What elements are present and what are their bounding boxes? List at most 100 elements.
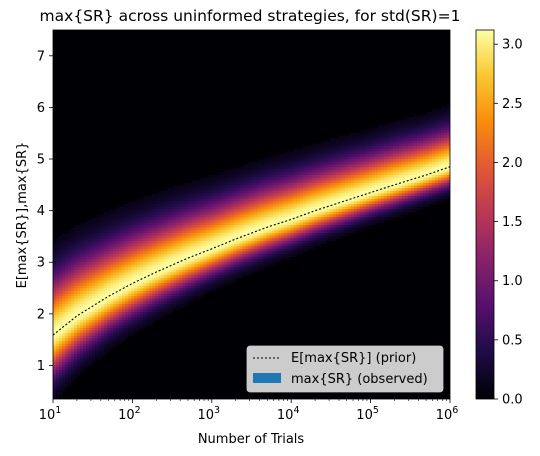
density-cell	[125, 272, 129, 276]
density-cell	[335, 232, 340, 236]
density-cell	[131, 248, 135, 252]
density-cell	[275, 174, 279, 178]
density-cell	[365, 132, 370, 136]
density-cell	[227, 172, 231, 176]
density-cell	[371, 167, 376, 171]
density-cell	[170, 293, 174, 297]
density-cell	[344, 219, 349, 223]
density-cell	[185, 254, 189, 258]
density-cell	[275, 256, 279, 260]
density-cell	[110, 256, 114, 260]
density-cell	[233, 211, 237, 215]
density-cell	[119, 259, 123, 263]
density-cell	[212, 219, 216, 223]
density-cell	[257, 230, 261, 234]
density-cell	[287, 235, 291, 239]
density-cell	[218, 182, 222, 186]
density-cell	[131, 232, 135, 236]
density-cell	[263, 227, 267, 231]
density-cell	[68, 335, 72, 339]
density-cell	[143, 211, 147, 215]
density-cell	[122, 214, 126, 218]
density-cell	[125, 296, 129, 300]
density-cell	[53, 267, 57, 271]
density-cell	[53, 296, 57, 300]
density-cell	[125, 232, 129, 236]
density-cell	[59, 362, 63, 366]
density-cell	[374, 130, 379, 134]
density-cell	[86, 246, 90, 250]
density-cell	[365, 135, 370, 139]
density-cell	[110, 235, 114, 239]
density-cell	[260, 217, 264, 221]
density-cell	[377, 159, 382, 163]
density-cell	[308, 172, 312, 176]
density-cell	[299, 227, 303, 231]
density-cell	[218, 285, 222, 289]
density-cell	[254, 251, 258, 255]
density-cell	[371, 201, 376, 205]
density-cell	[173, 232, 177, 236]
density-cell	[308, 180, 312, 184]
density-cell	[230, 219, 234, 223]
density-cell	[143, 203, 147, 207]
density-cell	[359, 180, 364, 184]
density-cell	[65, 325, 69, 329]
density-cell	[167, 219, 171, 223]
density-cell	[257, 219, 261, 223]
density-cell	[89, 227, 93, 231]
density-cell	[320, 185, 325, 189]
density-cell	[143, 243, 147, 247]
density-cell	[242, 177, 246, 181]
density-cell	[350, 161, 355, 165]
density-cell	[131, 230, 135, 234]
density-cell	[173, 248, 177, 252]
density-cell	[317, 238, 322, 242]
density-cell	[266, 232, 270, 236]
density-cell	[269, 180, 273, 184]
density-cell	[200, 264, 204, 268]
density-cell	[110, 335, 114, 339]
density-cell	[311, 193, 316, 197]
density-cell	[113, 209, 117, 213]
density-cell	[62, 375, 66, 379]
density-cell	[290, 203, 294, 207]
density-cell	[65, 285, 69, 289]
density-cell	[71, 254, 75, 258]
density-cell	[242, 217, 246, 221]
density-cell	[134, 277, 138, 281]
density-cell	[98, 335, 102, 339]
density-cell	[98, 322, 102, 326]
density-cell	[116, 222, 120, 226]
density-cell	[95, 346, 99, 350]
density-cell	[206, 185, 210, 189]
density-cell	[245, 246, 249, 250]
density-cell	[173, 219, 177, 223]
density-cell	[233, 272, 237, 276]
density-cell	[239, 248, 243, 252]
density-cell	[245, 182, 249, 186]
density-cell	[209, 275, 213, 279]
density-cell	[134, 317, 138, 321]
density-cell	[68, 348, 72, 352]
density-cell	[170, 269, 174, 273]
density-cell	[92, 341, 96, 344]
density-cell	[77, 338, 81, 342]
density-cell	[290, 156, 294, 160]
density-cell	[89, 312, 93, 316]
density-cell	[326, 201, 331, 205]
density-cell	[125, 219, 129, 223]
density-cell	[344, 225, 349, 229]
density-cell	[200, 203, 204, 207]
density-cell	[194, 248, 198, 252]
density-cell	[323, 153, 328, 157]
density-cell	[317, 159, 322, 163]
density-cell	[239, 246, 243, 250]
density-cell	[122, 322, 126, 326]
density-cell	[287, 248, 291, 252]
density-cell	[152, 203, 156, 207]
density-cell	[107, 248, 111, 252]
density-cell	[266, 240, 270, 244]
density-cell	[299, 196, 303, 200]
density-cell	[371, 180, 376, 184]
